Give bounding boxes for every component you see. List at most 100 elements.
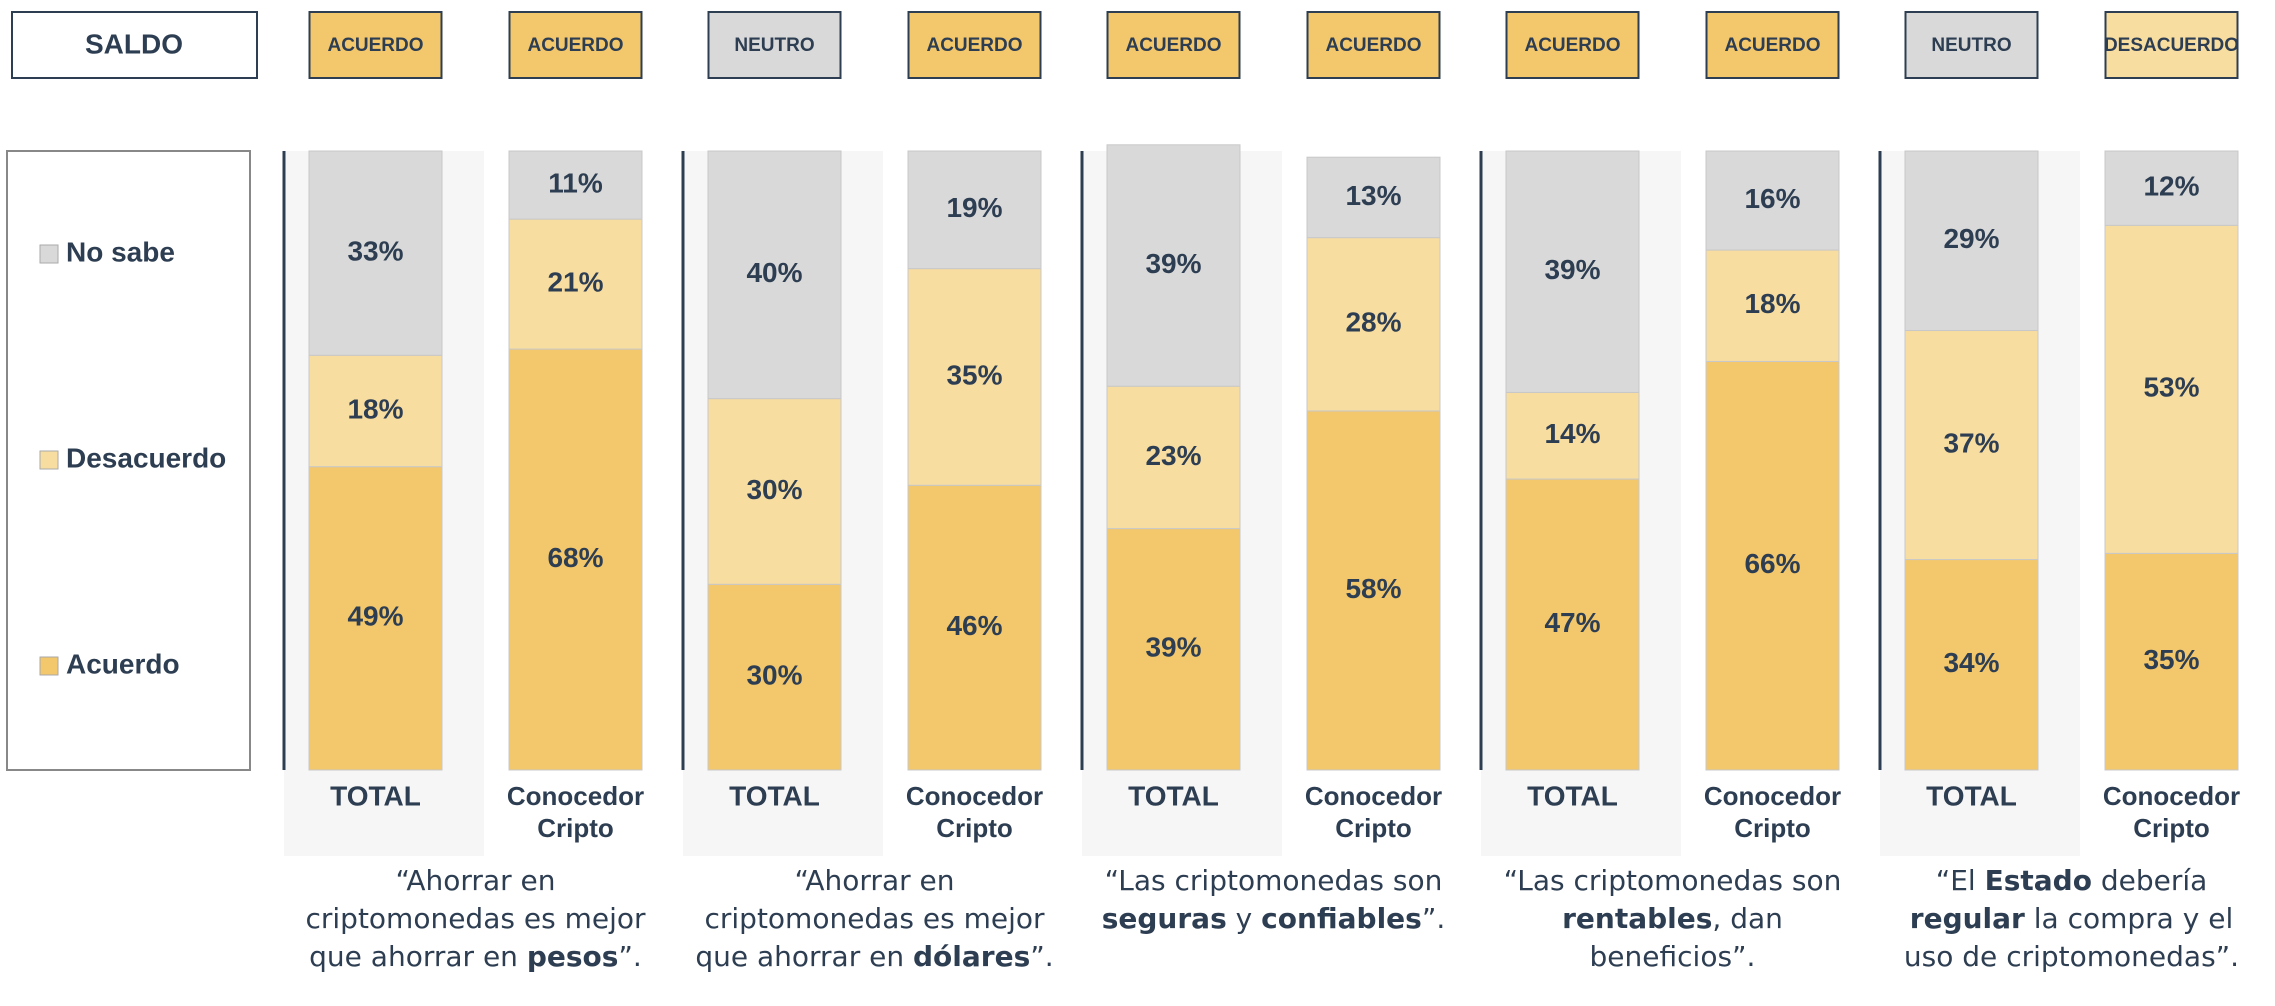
value-label: 16% [1744,183,1800,214]
bar-segment [1705,249,1840,362]
value-label: 18% [1744,288,1800,319]
statement-part: “Ahorrar en criptomonedas es mejor que a… [305,864,646,973]
statement: “El Estado debería regular la compra y e… [1886,862,2258,976]
saldo-label: ACUERDO [1125,35,1221,56]
statement: “Ahorrar en criptomonedas es mejor que a… [290,862,662,976]
statement-part: “Las criptomonedas son [1503,864,1842,897]
legend-swatch [39,244,59,264]
bar-segment [508,348,643,771]
value-label: 39% [1145,248,1201,279]
statement-part: la compra y el uso de criptomonedas”. [1903,902,2240,973]
value-label: 30% [746,660,802,691]
statement-part: , dan beneficios”. [1589,902,1783,973]
saldo-box [1705,11,1840,79]
statement-part: y [1226,902,1262,935]
x-tick-label: Conocedor Cripto [2103,781,2240,843]
bar-segment [907,484,1042,771]
bar-segment [1705,360,1840,771]
statement-part: ”. [1421,902,1446,935]
value-label: 40% [746,257,802,288]
value-label: 58% [1345,573,1401,604]
statement: “Ahorrar en criptomonedas es mejor que a… [689,862,1061,976]
saldo-label: ACUERDO [1524,35,1620,56]
statement-part: ”. [618,940,642,973]
bar-segment [1904,330,2039,561]
x-tick-label: Conocedor Cripto [906,781,1043,843]
statement: “Las criptomonedas son seguras y confiab… [1088,862,1460,938]
bar-segment [308,354,443,468]
bar-segment [1705,150,1840,251]
statement-part: “Ahorrar en criptomonedas es mejor que a… [695,864,1045,973]
saldo-label: DESACUERDO [2104,35,2239,56]
bar-segment [1306,156,1441,239]
statement-part: ”. [1030,940,1054,973]
x-tick-label: Conocedor Cripto [1704,781,1841,843]
saldo-box [2104,11,2239,79]
bar-segment [308,150,443,356]
bar-segment [2104,224,2239,554]
statement-part: Estado [1984,864,2092,897]
value-label: 19% [946,192,1002,223]
value-label: 12% [2143,171,2199,202]
legend-label: No sabe [66,236,175,267]
value-label: 49% [347,601,403,632]
saldo-title-box [11,11,258,79]
statement-part: “Las criptomonedas son [1104,864,1443,897]
bar-segment [907,150,1042,270]
bar-segment [1505,478,1640,771]
bar-segment [1505,391,1640,480]
bar-segment [1106,528,1241,771]
statement-part: rentables [1562,902,1713,935]
value-label: 39% [1544,254,1600,285]
x-tick-label: Conocedor Cripto [1305,781,1442,843]
statement-part: “El [1935,864,1985,897]
statement-part: confiables [1261,902,1422,935]
value-label: 33% [347,236,403,267]
legend-label: Desacuerdo [66,442,226,473]
value-label: 23% [1145,440,1201,471]
saldo-box [1505,11,1640,79]
legend-label: Acuerdo [66,648,180,679]
value-label: 66% [1744,548,1800,579]
value-label: 46% [946,610,1002,641]
bar-segment [707,583,842,771]
saldo-box [907,11,1042,79]
value-label: 35% [2143,644,2199,675]
bar-segment [1505,150,1640,393]
value-label: 47% [1544,607,1600,638]
bar-segment [2104,552,2239,771]
saldo-label: ACUERDO [1724,35,1820,56]
saldo-label: ACUERDO [926,35,1022,56]
value-label: 39% [1145,632,1201,663]
legend-swatch [39,656,59,676]
value-label: 28% [1345,307,1401,338]
statement-part: regular [1909,902,2025,935]
bar-segment [2104,150,2239,226]
statement-part: dólares [913,940,1031,973]
value-label: 53% [2143,372,2199,403]
statement-part: debería [2091,864,2208,897]
statement-part: seguras [1101,902,1227,935]
saldo-box [707,11,842,79]
bar-segment [508,150,643,220]
saldo-label: NEUTRO [1931,35,2011,56]
value-label: 13% [1345,180,1401,211]
bar-segment [1904,150,2039,332]
x-tick-label: TOTAL [1926,780,2017,811]
x-tick-label: TOTAL [1527,780,1618,811]
legend-swatch [39,450,59,470]
value-label: 68% [547,542,603,573]
value-label: 29% [1943,223,1999,254]
bar-segment [707,150,842,400]
value-label: 34% [1943,647,1999,678]
saldo-label: ACUERDO [327,35,423,56]
statement-part: pesos [526,940,619,973]
saldo-box [508,11,643,79]
value-label: 14% [1544,418,1600,449]
value-label: 30% [746,474,802,505]
bar-segment [1904,559,2039,771]
bar-segment [508,218,643,350]
saldo-label: ACUERDO [527,35,623,56]
